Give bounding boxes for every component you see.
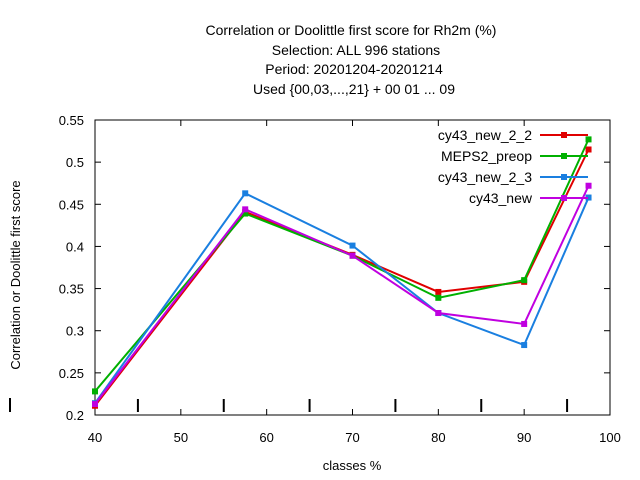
data-point — [435, 310, 442, 317]
data-point — [521, 277, 528, 284]
data-point — [92, 388, 98, 395]
x-axis-label: classes % — [323, 458, 382, 473]
data-point — [435, 294, 442, 301]
data-point — [585, 194, 592, 201]
legend-label: cy43_new_2_3 — [438, 169, 532, 185]
data-point — [585, 136, 592, 143]
legend-marker — [561, 132, 567, 138]
data-point — [585, 146, 592, 153]
y-tick-label: 0.4 — [66, 239, 84, 254]
title-line-2: Selection: ALL 996 stations — [272, 42, 440, 58]
y-tick-label: 0.55 — [59, 113, 84, 128]
series-layer — [92, 136, 592, 409]
legend-label: cy43_new_2_2 — [438, 127, 532, 143]
y-tick-label: 0.35 — [59, 282, 84, 297]
data-point — [435, 288, 442, 295]
y-tick-label: 0.3 — [66, 324, 84, 339]
data-point — [585, 182, 592, 189]
data-point — [521, 342, 528, 349]
series-line — [94, 149, 590, 407]
series-line — [94, 192, 590, 404]
data-point — [521, 320, 528, 327]
title-line-4: Used {00,03,...,21} + 00 01 ... 09 — [253, 81, 455, 97]
legend-item: cy43_new — [469, 190, 588, 206]
x-axis: 40 50 60 70 80 90 100 — [88, 120, 621, 445]
legend-marker — [561, 195, 567, 201]
x-tick-label: 60 — [259, 430, 273, 445]
data-point — [242, 206, 249, 213]
data-point — [349, 242, 356, 249]
series-cy43_new_2_3 — [92, 190, 592, 407]
legend-label: cy43_new — [469, 190, 533, 206]
y-axis-label: Correlation or Doolittle first score — [8, 180, 23, 369]
y-axis: 0.2 0.25 0.3 0.35 0.4 0.45 0.5 0.55 — [59, 113, 610, 423]
plot-frame — [94, 119, 611, 416]
data-point — [242, 190, 249, 197]
x-tick-label: 50 — [174, 430, 188, 445]
series-line — [94, 185, 590, 405]
title-line-3: Period: 20201204-20201214 — [265, 61, 443, 77]
legend-item: MEPS2_preop — [441, 148, 588, 164]
chart-title: Correlation or Doolittle first score for… — [206, 22, 497, 97]
x-tick-label: 90 — [517, 430, 531, 445]
x-tick-label: 40 — [88, 430, 102, 445]
legend-label: MEPS2_preop — [441, 148, 532, 164]
x-tick-label: 80 — [431, 430, 445, 445]
y-tick-label: 0.2 — [66, 408, 84, 423]
series-cy43_new_2_2 — [92, 146, 592, 409]
data-point — [92, 401, 98, 408]
legend-marker — [561, 174, 567, 180]
data-point — [349, 252, 356, 259]
data-point — [242, 210, 249, 217]
legend: cy43_new_2_2 MEPS2_preop cy43_new_2_3 cy43_… — [438, 127, 588, 206]
y-tick-label: 0.5 — [66, 155, 84, 170]
x-tick-label: 70 — [345, 430, 359, 445]
y-tick-label: 0.25 — [59, 366, 84, 381]
title-line-1: Correlation or Doolittle first score for… — [206, 22, 497, 38]
y-tick-label: 0.45 — [59, 197, 84, 212]
legend-marker — [561, 153, 567, 159]
legend-item: cy43_new_2_2 — [438, 127, 588, 143]
legend-item: cy43_new_2_3 — [438, 169, 588, 185]
series-cy43_new — [92, 182, 592, 408]
x-tick-label: 100 — [599, 430, 621, 445]
